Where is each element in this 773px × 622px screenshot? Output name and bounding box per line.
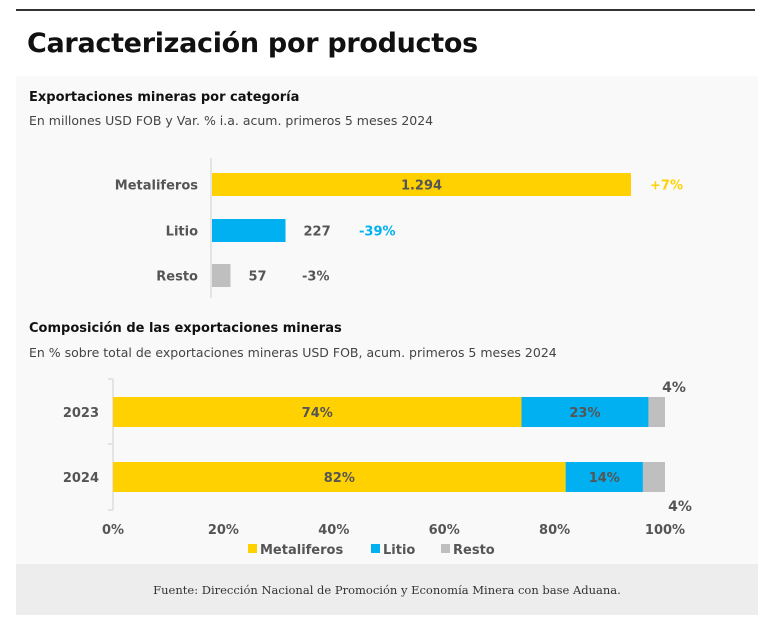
x-tick-label: 40% <box>318 523 349 538</box>
x-tick-label: 80% <box>539 523 570 538</box>
variation-label-resto: -3% <box>302 270 329 285</box>
legend-label-resto: Resto <box>453 543 495 558</box>
value-label-litio: 227 <box>304 225 331 240</box>
category-label-metaliferos: Metaliferos <box>115 179 198 194</box>
chart2-title: Composición de las exportaciones mineras <box>29 321 342 336</box>
x-tick-label: 100% <box>645 523 685 538</box>
legend-swatch-litio <box>371 544 380 553</box>
x-tick-label: 0% <box>102 523 124 538</box>
segment-metaliferos-2024 <box>113 462 566 492</box>
chart1-subtitle: En millones USD FOB y Var. % i.a. acum. … <box>29 113 434 128</box>
x-tick-label: 60% <box>429 523 460 538</box>
bar-resto <box>212 264 231 287</box>
x-tick-label: 20% <box>208 523 239 538</box>
segment-resto-2024 <box>642 462 665 492</box>
page-title: Caracterización por productos <box>27 28 478 59</box>
segment-label-litio-2024: 14% <box>589 471 620 486</box>
variation-label-metaliferos: +7% <box>650 179 683 194</box>
bar-litio <box>212 219 286 242</box>
segment-label-metaliferos-2023: 74% <box>302 406 333 421</box>
top-divider <box>16 9 755 11</box>
segment-metaliferos-2023 <box>113 397 522 427</box>
variation-label-litio: -39% <box>359 225 396 240</box>
chart2-subtitle: En % sobre total de exportaciones minera… <box>29 345 557 360</box>
legend-label-litio: Litio <box>383 543 415 558</box>
year-label-2023: 2023 <box>63 406 99 421</box>
bar-metaliferos <box>212 173 631 196</box>
legend-swatch-metaliferos <box>248 544 257 553</box>
source-footer: Fuente: Dirección Nacional de Promoción … <box>16 564 758 615</box>
segment-label-resto-2024: 4% <box>668 499 692 515</box>
segment-label-litio-2023: 23% <box>569 406 600 421</box>
legend-label-metaliferos: Metaliferos <box>260 543 343 558</box>
value-label-resto: 57 <box>248 270 266 285</box>
segment-litio-2024 <box>565 462 643 492</box>
legend-swatch-resto <box>441 544 450 553</box>
segment-resto-2023 <box>648 397 665 427</box>
segment-label-resto-2023: 4% <box>662 380 686 396</box>
chart1-title: Exportaciones mineras por categoría <box>29 90 300 105</box>
segment-litio-2023 <box>521 397 649 427</box>
source-text: Fuente: Dirección Nacional de Promoción … <box>153 582 621 597</box>
category-label-resto: Resto <box>156 270 198 285</box>
year-label-2024: 2024 <box>63 471 99 486</box>
value-label-metaliferos: 1.294 <box>401 179 442 194</box>
segment-label-metaliferos-2024: 82% <box>324 471 355 486</box>
category-label-litio: Litio <box>166 225 198 240</box>
